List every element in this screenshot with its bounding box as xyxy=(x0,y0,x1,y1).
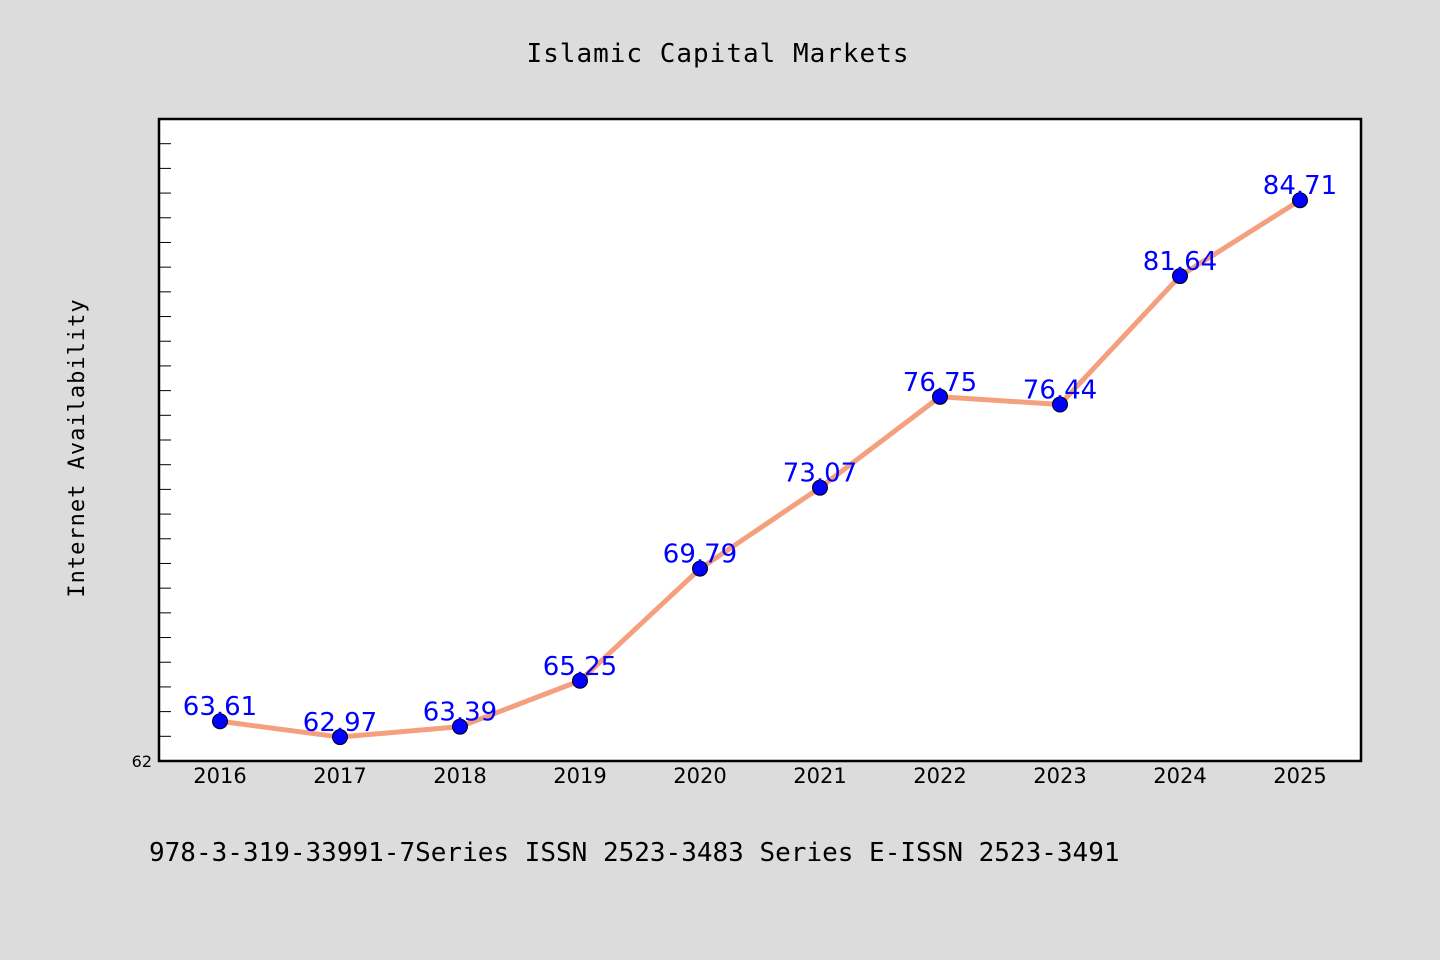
data-point xyxy=(692,560,708,577)
x-tick-label: 2018 xyxy=(433,764,486,788)
x-axis-ticks: 2016 2017 2018 2019 2020 2021 2022 2023 2024 2025 xyxy=(193,764,1326,788)
data-markers xyxy=(212,192,1308,746)
x-tick-label: 2021 xyxy=(793,764,846,788)
x-tick-label: 2016 xyxy=(193,764,246,788)
data-label: 63.61 xyxy=(183,692,257,722)
data-point xyxy=(1292,192,1308,209)
data-label: 73.07 xyxy=(783,459,857,489)
data-point xyxy=(1052,396,1068,413)
data-label: 62.97 xyxy=(303,708,377,738)
data-label: 69.79 xyxy=(663,540,737,570)
data-labels: 63.61 62.97 63.39 65.25 69.79 73.07 76.75 76.44… xyxy=(183,171,1337,738)
data-label: 84.71 xyxy=(1263,171,1337,201)
chart-title: Islamic Capital Markets xyxy=(526,39,909,69)
data-point xyxy=(1172,268,1188,285)
data-label: 76.44 xyxy=(1023,375,1097,405)
x-tick-label: 2022 xyxy=(913,764,966,788)
y-tick-label: 62 xyxy=(132,752,152,771)
x-tick-label: 2025 xyxy=(1273,764,1326,788)
data-point xyxy=(452,718,468,735)
data-point xyxy=(332,729,348,746)
data-point xyxy=(572,672,588,689)
series-line-group xyxy=(217,197,1303,740)
data-label: 76.75 xyxy=(903,368,977,398)
data-point xyxy=(932,388,948,405)
data-point xyxy=(212,713,228,730)
y-axis-label: Internet Availability xyxy=(65,298,90,597)
data-label: 81.64 xyxy=(1143,247,1217,277)
footer-isbn-text: 978-3-319-33991-7Series ISSN 2523-3483 S… xyxy=(149,838,1120,868)
plot-area xyxy=(157,117,1363,763)
series-line xyxy=(217,197,1303,740)
x-tick-label: 2020 xyxy=(673,764,726,788)
x-tick-label: 2017 xyxy=(313,764,366,788)
y-axis-ticks: 62 xyxy=(132,118,171,771)
data-point xyxy=(812,479,828,496)
data-label: 63.39 xyxy=(423,698,497,728)
x-tick-label: 2023 xyxy=(1033,764,1086,788)
x-tick-label: 2019 xyxy=(553,764,606,788)
x-tick-label: 2024 xyxy=(1153,764,1206,788)
data-label: 65.25 xyxy=(543,652,617,682)
